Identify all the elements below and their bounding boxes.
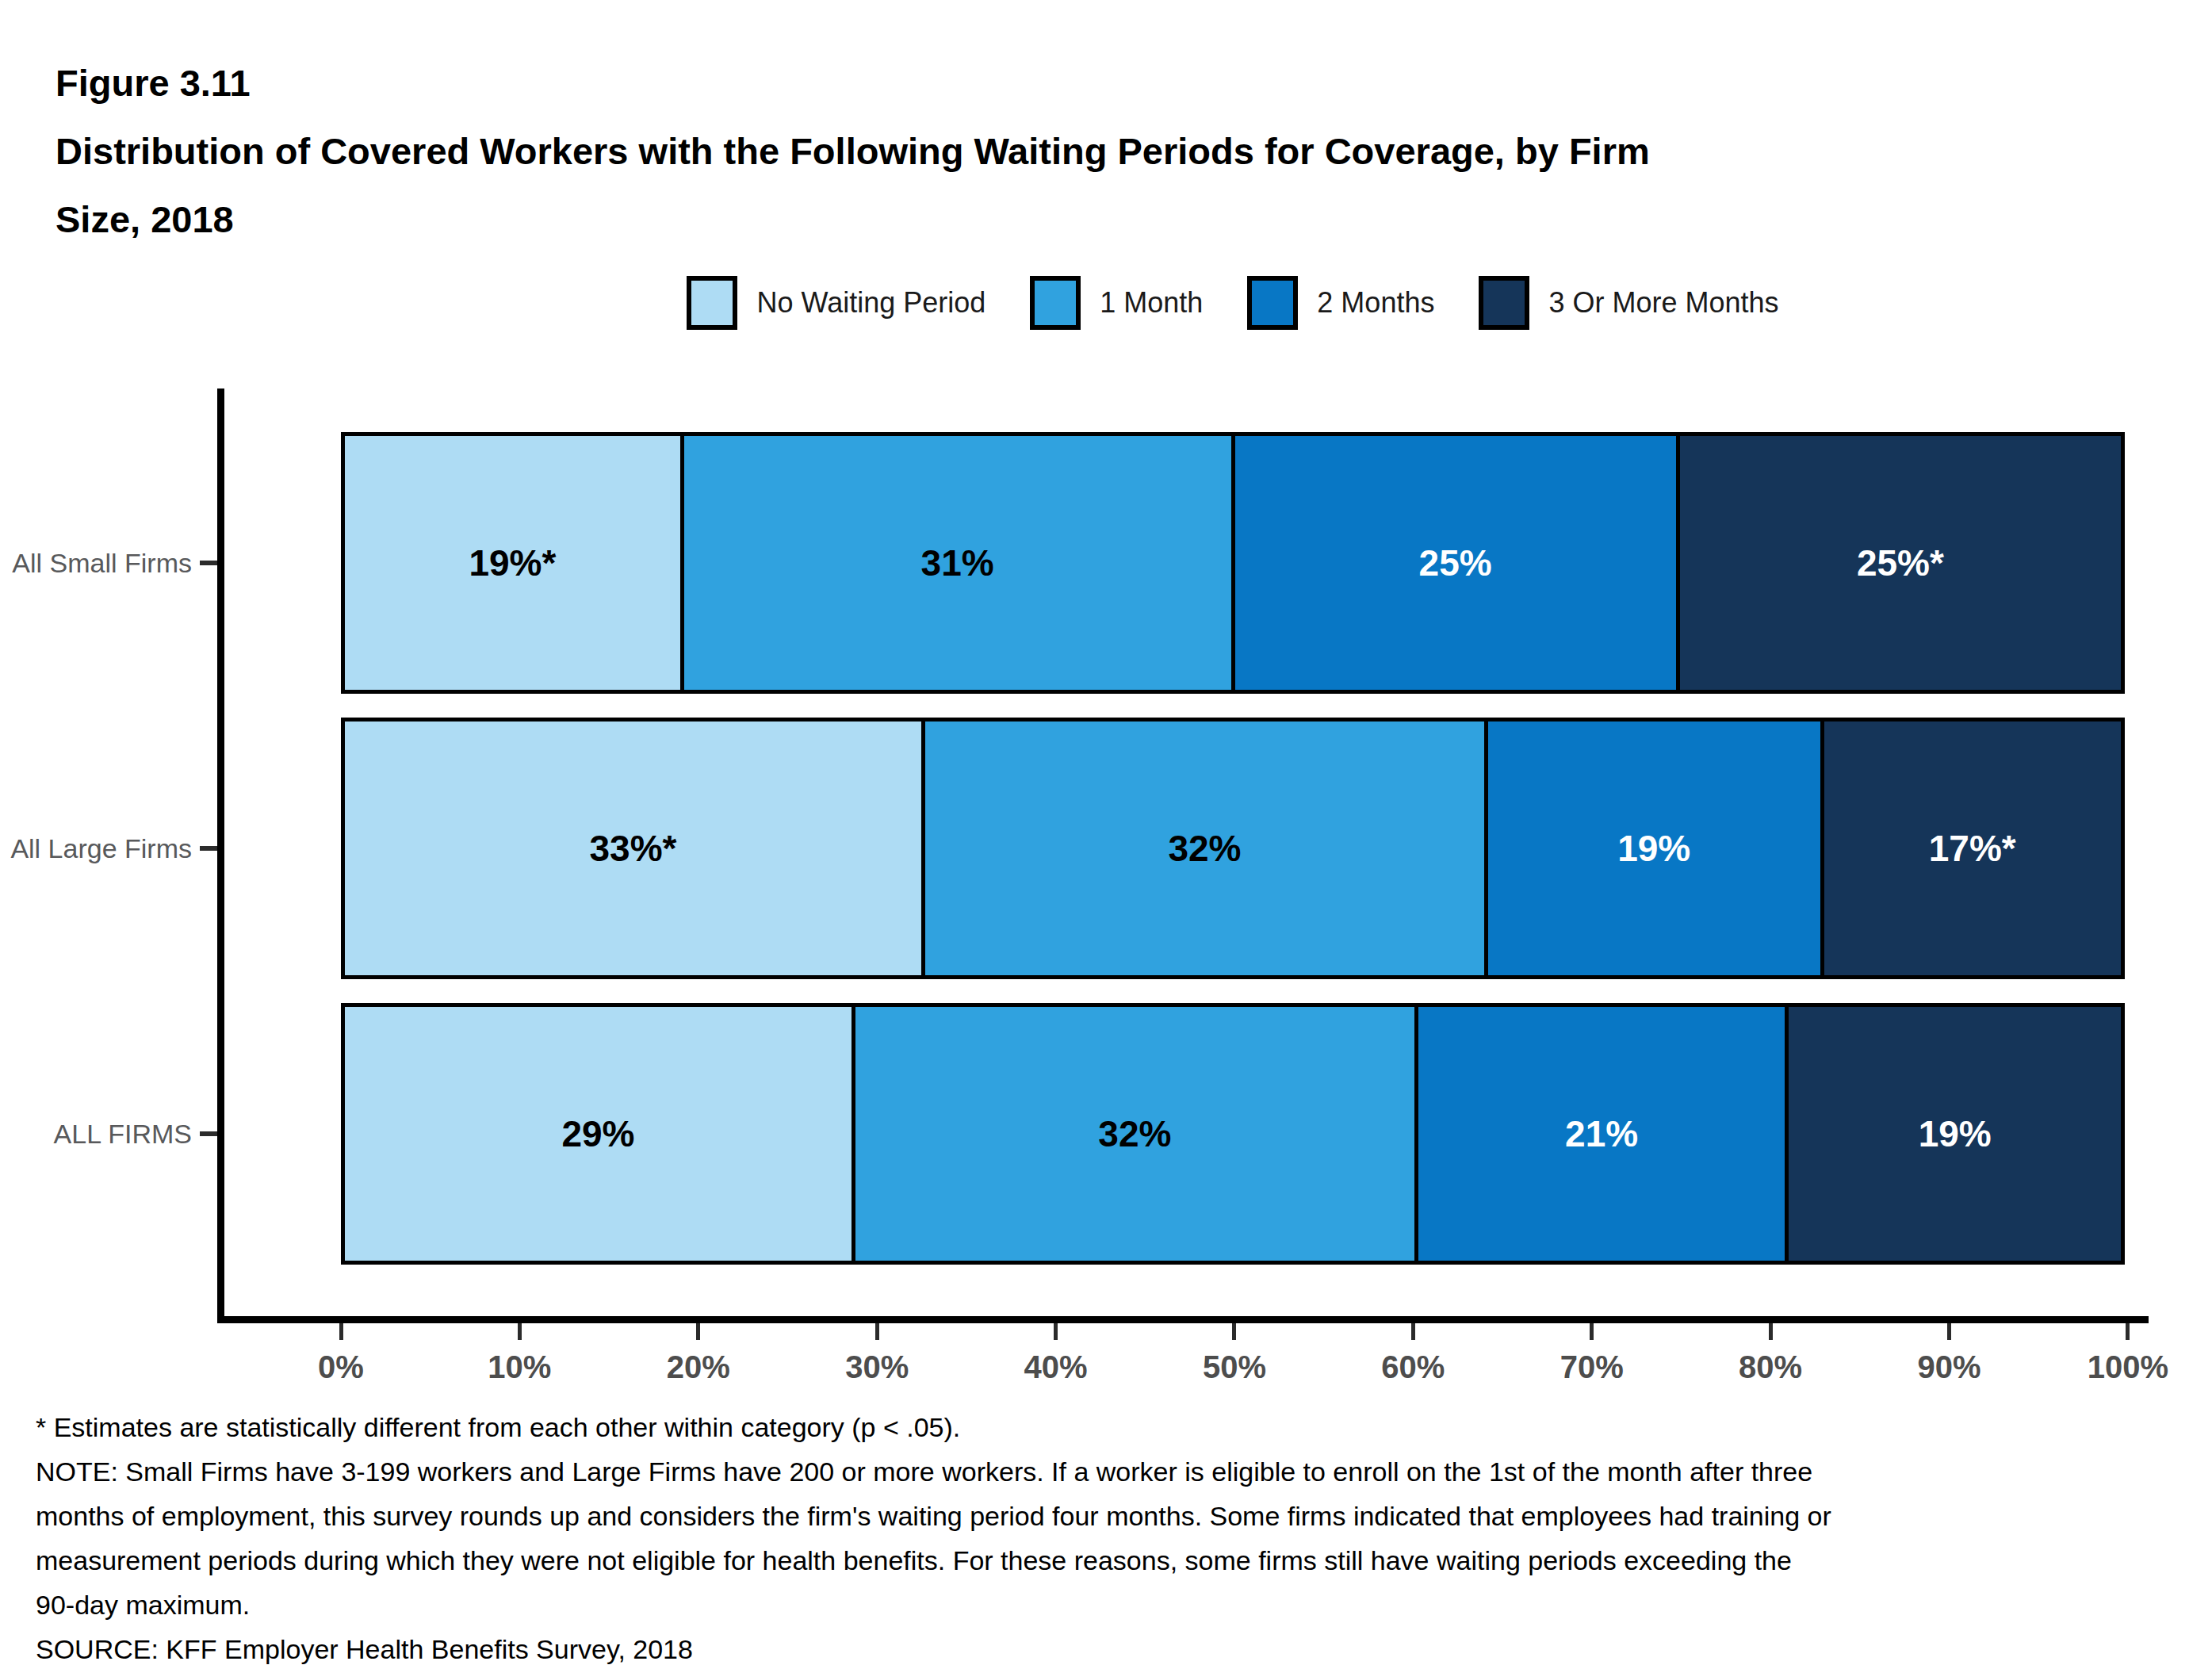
- legend-label: 2 Months: [1317, 286, 1434, 320]
- x-tick-mark: [2126, 1323, 2130, 1340]
- x-tick-label: 20%: [667, 1349, 730, 1385]
- footnote-note-line-4: 90-day maximum.: [36, 1583, 2184, 1627]
- value-label: 32%: [1098, 1112, 1171, 1155]
- footnote-source: SOURCE: KFF Employer Health Benefits Sur…: [36, 1627, 2184, 1665]
- x-tick-label: 70%: [1560, 1349, 1624, 1385]
- footnotes: * Estimates are statistically different …: [36, 1405, 2184, 1665]
- chart-title-line-2: Size, 2018: [55, 186, 1650, 254]
- bar-segment-1-month: 31%: [684, 436, 1235, 690]
- legend-item-3-or-more-months: 3 Or More Months: [1479, 276, 1778, 330]
- value-label: 31%: [921, 542, 994, 584]
- x-tick-mark: [1947, 1323, 1951, 1340]
- legend-label: 1 Month: [1100, 286, 1203, 320]
- x-tick-mark: [1232, 1323, 1236, 1340]
- value-label: 25%: [1419, 542, 1492, 584]
- x-tick-mark: [875, 1323, 879, 1340]
- bar-segment-3-or-more-months: 19%: [1789, 1007, 2121, 1261]
- value-label: 19%: [1919, 1112, 1992, 1155]
- bar-all-firms: 29% 32% 21% 19%: [341, 1003, 2125, 1265]
- legend-swatch-2-months: [1247, 276, 1298, 330]
- y-axis-tick: [200, 1131, 217, 1136]
- value-label: 29%: [561, 1112, 634, 1155]
- chart-title-line-1: Distribution of Covered Workers with the…: [55, 117, 1650, 186]
- x-tick-label: 30%: [845, 1349, 909, 1385]
- legend-item-2-months: 2 Months: [1247, 276, 1434, 330]
- y-axis-label-all-firms: ALL FIRMS: [0, 1118, 192, 1150]
- bar-segment-no-waiting-period: 19%*: [345, 436, 684, 690]
- x-tick-mark: [339, 1323, 343, 1340]
- legend-swatch-no-waiting-period: [687, 276, 737, 330]
- y-axis-label-all-large-firms: All Large Firms: [0, 832, 192, 864]
- x-axis: 0% 10% 20% 30% 40% 50% 60% 70% 80% 90% 1…: [341, 1323, 2128, 1385]
- legend: No Waiting Period 1 Month 2 Months 3 Or …: [341, 276, 2125, 330]
- y-axis-label-all-small-firms: All Small Firms: [0, 547, 192, 579]
- legend-swatch-1-month: [1030, 276, 1081, 330]
- footnote-asterisk: * Estimates are statistically different …: [36, 1405, 2184, 1449]
- bar-all-small-firms: 19%* 31% 25% 25%*: [341, 432, 2125, 694]
- bar-segment-2-months: 21%: [1418, 1007, 1789, 1261]
- x-tick-label: 90%: [1917, 1349, 1980, 1385]
- x-tick-mark: [1411, 1323, 1415, 1340]
- x-axis-line: [217, 1316, 2149, 1323]
- figure-number: Figure 3.11: [55, 49, 1650, 117]
- value-label: 21%: [1565, 1112, 1638, 1155]
- value-label: 32%: [1168, 827, 1241, 870]
- x-tick-label: 100%: [2088, 1349, 2168, 1385]
- legend-label: No Waiting Period: [756, 286, 985, 320]
- legend-label: 3 Or More Months: [1548, 286, 1778, 320]
- x-tick-label: 0%: [318, 1349, 364, 1385]
- x-tick-label: 80%: [1739, 1349, 1802, 1385]
- x-tick-label: 40%: [1024, 1349, 1088, 1385]
- bar-segment-3-or-more-months: 25%*: [1680, 436, 2121, 690]
- value-label: 17%*: [1929, 827, 2016, 870]
- x-tick-label: 10%: [488, 1349, 551, 1385]
- bar-segment-3-or-more-months: 17%*: [1824, 722, 2122, 975]
- x-tick-mark: [518, 1323, 522, 1340]
- bar-segment-no-waiting-period: 33%*: [345, 722, 925, 975]
- bar-segment-1-month: 32%: [855, 1007, 1418, 1261]
- legend-item-1-month: 1 Month: [1030, 276, 1203, 330]
- value-label: 19%: [1617, 827, 1690, 870]
- bar-all-large-firms: 33%* 32% 19% 17%*: [341, 718, 2125, 979]
- y-axis-line: [217, 388, 224, 1323]
- bar-segment-2-months: 19%: [1488, 722, 1824, 975]
- x-tick-label: 60%: [1381, 1349, 1445, 1385]
- bar-segment-2-months: 25%: [1235, 436, 1680, 690]
- value-label: 33%*: [590, 827, 677, 870]
- figure-canvas: Figure 3.11 Distribution of Covered Work…: [0, 0, 2212, 1665]
- bar-segment-1-month: 32%: [925, 722, 1488, 975]
- x-tick-mark: [696, 1323, 700, 1340]
- x-tick-mark: [1590, 1323, 1594, 1340]
- y-axis-tick: [200, 561, 217, 565]
- footnote-note-line-3: measurement periods during which they we…: [36, 1538, 2184, 1583]
- x-tick-label: 50%: [1203, 1349, 1266, 1385]
- footnote-note-line-1: NOTE: Small Firms have 3-199 workers and…: [36, 1449, 2184, 1494]
- value-label: 25%*: [1857, 542, 1944, 584]
- y-axis-tick: [200, 846, 217, 851]
- legend-item-no-waiting-period: No Waiting Period: [687, 276, 985, 330]
- legend-swatch-3-or-more-months: [1479, 276, 1529, 330]
- x-tick-mark: [1054, 1323, 1058, 1340]
- x-tick-mark: [1769, 1323, 1773, 1340]
- value-label: 19%*: [469, 542, 556, 584]
- footnote-note-line-2: months of employment, this survey rounds…: [36, 1494, 2184, 1538]
- bar-segment-no-waiting-period: 29%: [345, 1007, 855, 1261]
- title-block: Figure 3.11 Distribution of Covered Work…: [55, 49, 1650, 254]
